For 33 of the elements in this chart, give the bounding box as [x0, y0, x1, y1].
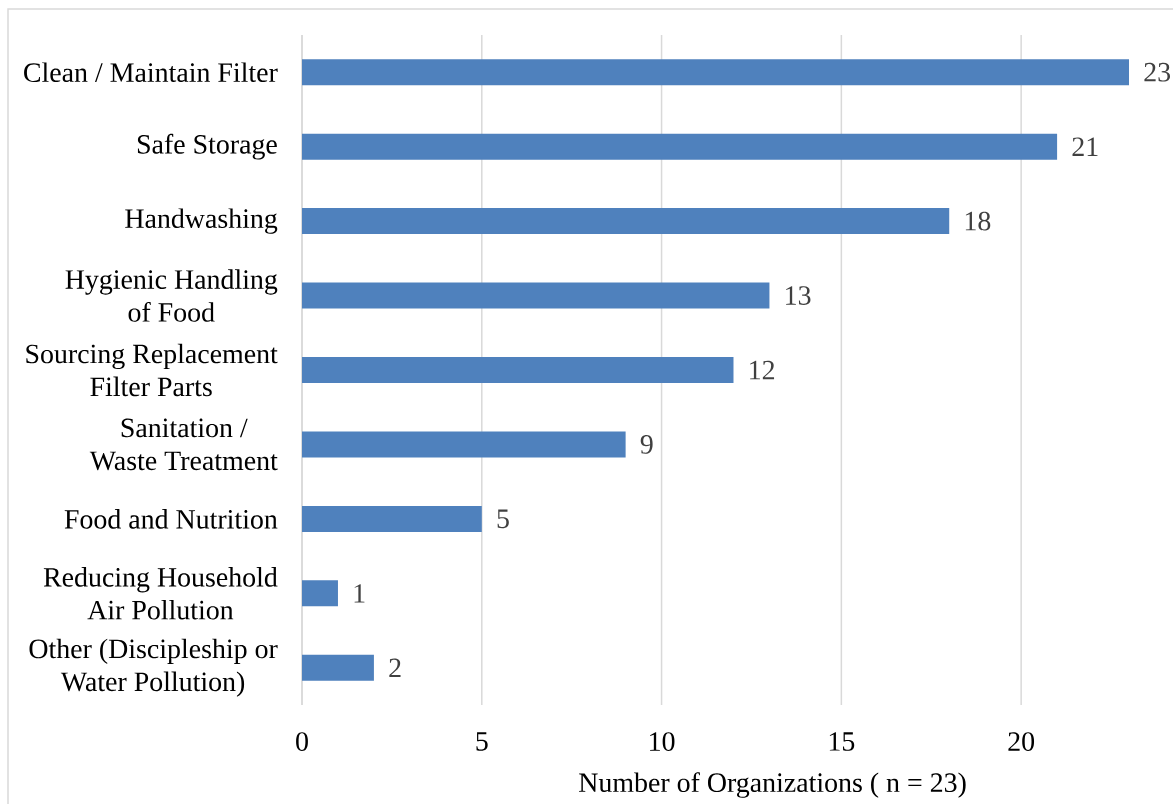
data-label: 21	[1072, 137, 1098, 156]
x-tick-label: 15	[829, 732, 855, 751]
data-label: 13	[786, 286, 811, 305]
data-label: 12	[750, 360, 775, 380]
bar	[302, 505, 482, 532]
x-axis-title: Number of Organizations ( n = 23)	[579, 772, 966, 798]
x-tick-label: 10	[650, 732, 675, 752]
data-label: 23	[1144, 62, 1171, 82]
y-tick-label: Sanitation / Waste Treatment	[89, 418, 278, 471]
bar	[302, 59, 1130, 86]
data-label: 9	[640, 435, 653, 454]
bar	[302, 654, 374, 681]
data-label: 5	[497, 509, 509, 529]
data-label: 2	[389, 658, 401, 678]
bar	[302, 133, 1058, 160]
y-tick-label: Clean / Maintain Filter	[24, 62, 278, 83]
y-tick-label: Sourcing Replacement Filter Parts	[26, 343, 278, 397]
y-tick-label: Safe Storage	[137, 133, 277, 160]
x-tick-label: 0	[296, 732, 308, 752]
x-tick-label: 5	[476, 732, 488, 751]
bar	[302, 580, 338, 607]
y-tick-label: Reducing Household Air Pollution	[43, 567, 278, 620]
x-tick-label: 20	[1008, 732, 1035, 752]
y-tick-label: Handwashing	[125, 208, 278, 234]
bar	[302, 357, 734, 383]
y-tick-label: Other (Discipleship or Water Pollution)	[29, 638, 278, 697]
data-label: 1	[354, 584, 365, 603]
bar	[302, 282, 770, 309]
data-label: 18	[965, 211, 991, 231]
y-tick-label: Hygienic Handling of Food	[65, 269, 278, 322]
y-tick-label: Food and Nutrition	[64, 509, 278, 529]
bar	[302, 208, 950, 235]
bar	[302, 431, 626, 458]
